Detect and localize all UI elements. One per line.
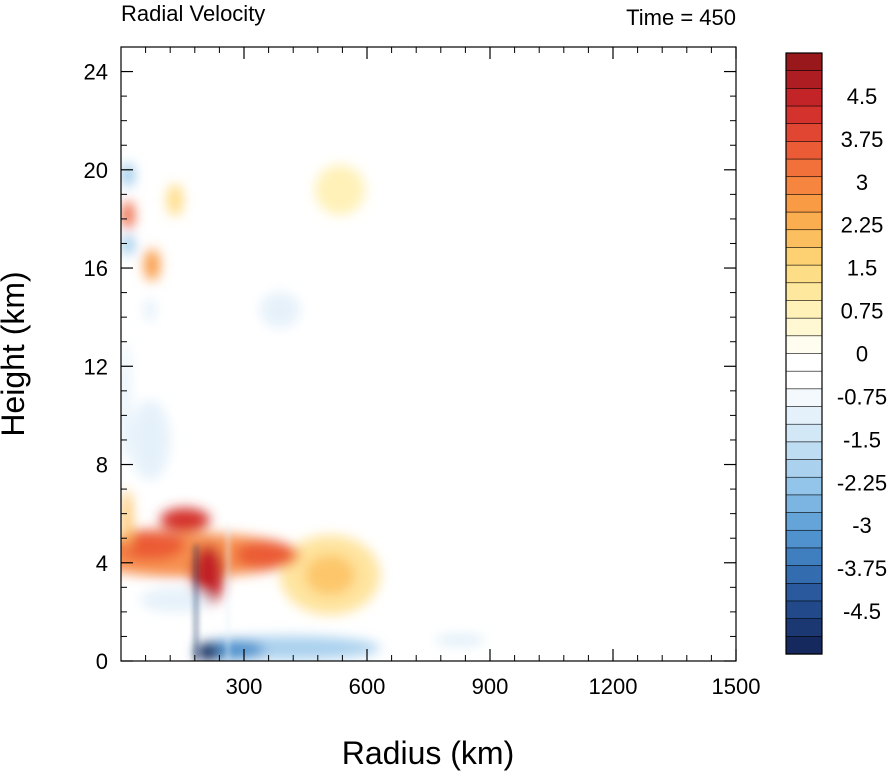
- colorbar-swatch: [785, 176, 823, 196]
- plot-frame: [120, 46, 737, 662]
- y-tick-label: 24: [84, 60, 108, 85]
- chart-title-right: Time = 450: [626, 5, 736, 30]
- colorbar-swatch: [785, 141, 823, 160]
- y-tick-label: 0: [96, 649, 108, 674]
- colorbar-swatch: [785, 529, 823, 549]
- x-tick-label: 1200: [589, 674, 638, 699]
- colorbar-swatch: [785, 582, 823, 602]
- colorbar-swatch: [785, 211, 823, 231]
- colorbar-frame: [785, 52, 823, 655]
- colorbar-label: -3: [852, 513, 872, 538]
- colorbar-swatch: [785, 512, 823, 531]
- x-tick-label: 300: [226, 674, 263, 699]
- y-tick-label: 8: [96, 453, 108, 478]
- colorbar-swatch: [785, 264, 823, 284]
- colorbar-swatch: [785, 636, 823, 655]
- colorbar-label: 0: [856, 342, 868, 367]
- colorbar-swatch: [785, 494, 823, 514]
- x-tick-label: 900: [472, 674, 509, 699]
- colorbar-label: 3: [856, 170, 868, 195]
- colorbar-swatch: [785, 229, 823, 249]
- colorbar-label: 4.5: [847, 84, 878, 109]
- colorbar-label: 3.75: [841, 127, 884, 152]
- colorbar-label: -1.5: [843, 427, 881, 452]
- colorbar-swatch: [785, 88, 823, 107]
- y-tick-label: 16: [84, 256, 108, 281]
- colorbar-swatch: [785, 441, 823, 461]
- colorbar-swatch: [785, 194, 823, 213]
- colorbar-swatch: [785, 353, 823, 372]
- colorbar-label: 1.5: [847, 256, 878, 281]
- x-tick-label: 600: [349, 674, 386, 699]
- y-tick-label: 12: [84, 354, 108, 379]
- x-axis: 300 600 900 1200 1500: [145, 47, 761, 699]
- colorbar-label: -4.5: [843, 599, 881, 624]
- y-axis: 0 4 8 12 16 20 24: [84, 46, 736, 674]
- x-axis-label: Radius (km): [342, 735, 514, 771]
- colorbar-swatch: [785, 600, 823, 620]
- colorbar: 4.5 3.75 3 2.25 1.5 0.75 0 -0.75 -1.5 -2.25 -3 -3.7…: [785, 52, 887, 655]
- colorbar-swatch: [785, 317, 823, 337]
- colorbar-label: 0.75: [841, 299, 884, 324]
- colorbar-swatch: [785, 247, 823, 266]
- colorbar-swatch: [785, 282, 823, 302]
- y-tick-label: 4: [96, 551, 108, 576]
- colorbar-swatch: [785, 123, 823, 142]
- colorbar-label: -2.25: [837, 470, 887, 495]
- colorbar-swatch: [785, 52, 823, 72]
- velocity-field: [121, 47, 736, 661]
- y-axis-label: Height (km): [0, 271, 31, 436]
- colorbar-swatch: [785, 335, 823, 355]
- colorbar-swatch: [785, 158, 823, 178]
- colorbar-swatch: [785, 565, 823, 584]
- colorbar-label: -3.75: [837, 556, 887, 581]
- colorbar-label: -0.75: [837, 384, 887, 409]
- colorbar-swatch: [785, 459, 823, 478]
- x-tick-label: 1500: [712, 674, 761, 699]
- colorbar-swatch: [785, 406, 823, 425]
- colorbar-swatch: [785, 618, 823, 637]
- colorbar-swatch: [785, 300, 823, 319]
- colorbar-swatch: [785, 370, 823, 390]
- colorbar-swatch: [785, 423, 823, 443]
- colorbar-swatch: [785, 476, 823, 496]
- chart-title-left: Radial Velocity: [121, 1, 265, 26]
- colorbar-swatch: [785, 388, 823, 408]
- y-tick-label: 20: [84, 158, 108, 183]
- colorbar-label: 2.25: [841, 213, 884, 238]
- colorbar-swatch: [785, 105, 823, 125]
- colorbar-swatch: [785, 547, 823, 567]
- colorbar-swatch: [785, 70, 823, 89]
